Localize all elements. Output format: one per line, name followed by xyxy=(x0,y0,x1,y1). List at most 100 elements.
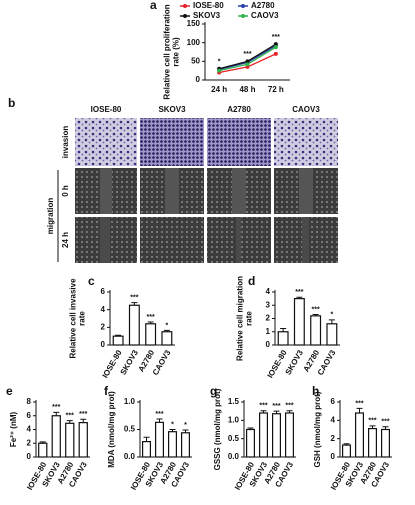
error-bar xyxy=(147,321,154,324)
y-axis-label: Relative cell proliferation xyxy=(163,4,172,99)
error-bar xyxy=(280,327,287,332)
panel-letter: a xyxy=(150,0,157,12)
y-tick-label: 6 xyxy=(101,287,106,296)
group-label: migration xyxy=(46,198,55,235)
legend-label: IOSE-80 xyxy=(193,1,224,10)
legend-label: A2780 xyxy=(251,1,275,10)
y-tick-label: 1.0 xyxy=(228,415,240,424)
column-label: SKOV3 xyxy=(158,105,186,114)
y-tick-label: 6 xyxy=(27,411,32,420)
y-tick-label: 2 xyxy=(266,314,271,323)
bar xyxy=(310,315,322,346)
bar xyxy=(181,432,191,458)
bar xyxy=(65,422,75,458)
bar xyxy=(277,331,289,346)
error-bar xyxy=(328,319,335,324)
significance: * xyxy=(218,59,221,66)
y-tick-label: 0.0 xyxy=(228,452,240,461)
legend-marker xyxy=(183,14,187,18)
bar xyxy=(246,428,256,458)
micrograph xyxy=(274,118,338,166)
column-label: A2780 xyxy=(227,105,251,114)
error-bar xyxy=(369,425,376,429)
significance: *** xyxy=(130,294,138,301)
y-tick-label: 2 xyxy=(331,434,336,443)
x-tick-label: 72 h xyxy=(268,85,284,94)
y-tick-label: 0 xyxy=(266,340,271,349)
micrograph xyxy=(140,118,204,166)
legend-label: CAOV3 xyxy=(251,11,279,20)
bar xyxy=(128,304,140,346)
significance: *** xyxy=(79,411,87,418)
panel-letter: f xyxy=(104,384,109,398)
significance: *** xyxy=(272,403,280,410)
bar xyxy=(78,422,88,458)
micrograph xyxy=(75,118,137,166)
error-bar xyxy=(163,329,170,332)
point xyxy=(273,42,278,47)
error-bar xyxy=(53,411,60,416)
panel-letter: e xyxy=(6,384,13,398)
significance: *** xyxy=(243,51,251,58)
y-tick-label: 50 xyxy=(191,56,200,65)
y-tick-label: 4 xyxy=(266,287,271,296)
y-tick-label: 8 xyxy=(27,397,32,406)
panel-letter: c xyxy=(88,274,95,288)
bar xyxy=(381,428,391,458)
significance: * xyxy=(331,312,334,319)
bar xyxy=(285,412,295,458)
micrograph xyxy=(207,118,271,166)
y-axis-label: Fe²⁺ (nM) xyxy=(9,412,18,448)
significance: *** xyxy=(259,403,267,410)
error-bar xyxy=(312,314,319,316)
migration-row xyxy=(75,168,338,263)
point xyxy=(217,68,222,73)
y-axis-label: GSH (nmol/mg prot) xyxy=(313,391,322,467)
y-tick-label: 1 xyxy=(266,327,271,336)
error-bar xyxy=(182,429,189,433)
error-bar xyxy=(382,426,389,430)
error-bar xyxy=(356,407,363,413)
significance: *** xyxy=(147,314,155,321)
significance: * xyxy=(184,422,187,429)
significance: *** xyxy=(368,418,376,425)
panel-letter: d xyxy=(248,274,255,288)
y-tick-label: 1.5 xyxy=(228,397,240,406)
bar xyxy=(355,412,365,458)
y-tick-label: 2 xyxy=(101,322,106,331)
bar xyxy=(155,421,165,458)
y-axis-label: MDA (nmol/mg prot) xyxy=(107,391,116,468)
y-tick-label: 100 xyxy=(187,38,201,47)
y-tick-label: 0.5 xyxy=(124,425,136,434)
legend-marker xyxy=(183,4,187,8)
significance: *** xyxy=(295,289,303,296)
error-bar xyxy=(156,418,163,423)
error-bar xyxy=(131,302,138,306)
legend-marker xyxy=(241,4,245,8)
bar xyxy=(38,442,48,458)
y-tick-label: 0 xyxy=(27,452,32,461)
significance: *** xyxy=(66,412,74,419)
image-grid xyxy=(57,118,338,263)
bar xyxy=(293,298,305,346)
significance: * xyxy=(171,421,174,428)
y-tick-label: 0.0 xyxy=(124,452,136,461)
bar xyxy=(326,323,338,346)
significance: *** xyxy=(272,34,280,41)
y-tick-label: 6 xyxy=(331,397,336,406)
error-bar xyxy=(296,296,303,299)
significance: * xyxy=(166,322,169,329)
y-tick-label: 1.0 xyxy=(124,397,136,406)
error-bar xyxy=(39,441,46,444)
bar xyxy=(342,444,352,458)
error-bar xyxy=(66,420,73,424)
error-bar xyxy=(115,334,122,337)
bar xyxy=(259,412,269,458)
y-tick-label: 0 xyxy=(196,75,201,84)
panel-letter: h xyxy=(312,384,319,398)
y-axis-label: rate (%) xyxy=(172,37,181,67)
y-axis-label: Relative cell migration xyxy=(236,276,245,361)
x-tick-label: IOSE-80 xyxy=(266,348,289,380)
y-tick-label: 4 xyxy=(101,305,106,314)
